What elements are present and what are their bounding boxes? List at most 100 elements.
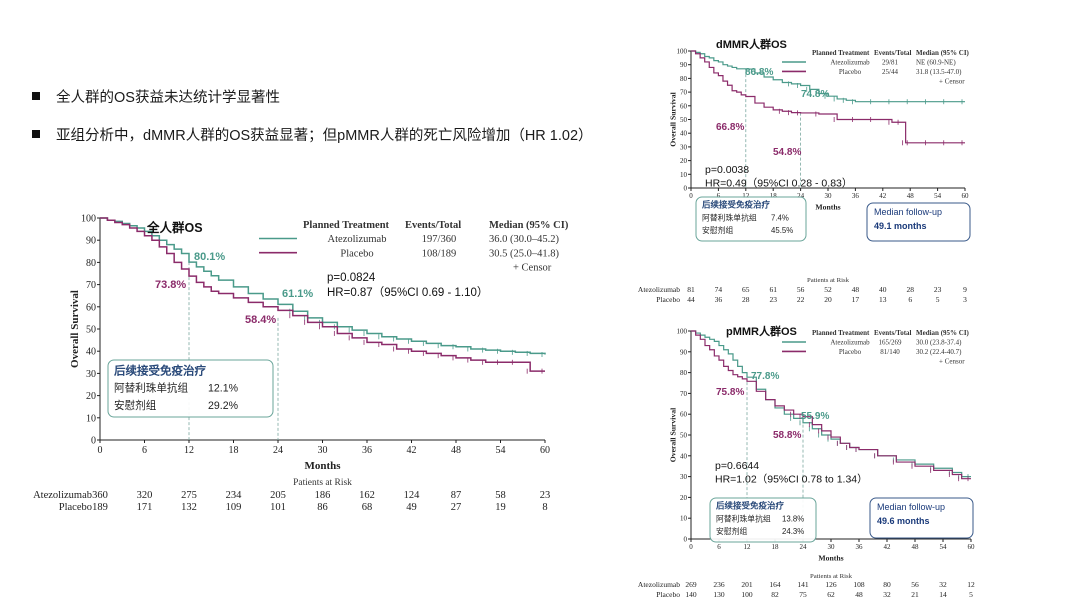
p-value-text: p=0.0824: [327, 272, 376, 284]
legend-events-total: 81/140: [880, 348, 900, 356]
bullet-square-icon: [32, 130, 40, 138]
risk-count-atezolizumab: 164: [769, 580, 781, 589]
y-tick-label: 70: [86, 280, 96, 291]
risk-count-placebo: 13: [879, 295, 887, 304]
legend-median: 36.0 (30.0–45.2): [489, 234, 559, 245]
x-tick-label: 42: [407, 445, 417, 456]
y-tick-label: 100: [677, 47, 688, 55]
x-tick-label: 6: [717, 192, 721, 200]
legend-events-total: 25/44: [882, 68, 898, 76]
risk-table-title: Patients at Risk: [293, 478, 352, 488]
legend-header-events: Events/Total: [405, 220, 461, 231]
risk-table-title: Patients at Risk: [810, 573, 853, 580]
risk-count-atezolizumab: 23: [540, 490, 551, 501]
x-axis-label: Months: [815, 203, 840, 212]
legend-events-total: 165/269: [879, 338, 902, 346]
label-placebo-12m: 73.8%: [155, 279, 186, 291]
legend-censor: + Censor: [939, 77, 965, 85]
risk-row-label: Placebo: [59, 502, 92, 513]
finding-text: 亚组分析中，dMMR人群的OS获益显著；但pMMR人群的死亡风险增加（HR 1.…: [56, 127, 593, 144]
x-tick-label: 6: [717, 543, 721, 551]
y-tick-label: 30: [680, 473, 688, 481]
x-tick-label: 42: [879, 192, 887, 200]
p-value-text: p=0.6644: [715, 460, 759, 472]
x-tick-label: 48: [912, 543, 920, 551]
label-placebo-24m: 58.8%: [773, 430, 801, 441]
subsequent-group-value: 24.3%: [782, 527, 804, 536]
x-tick-label: 54: [496, 445, 506, 456]
legend-median: 30.5 (25.0–41.8): [489, 248, 559, 259]
risk-count-atezolizumab: 275: [181, 490, 197, 501]
survival-curve-atezolizumab: [100, 217, 546, 355]
risk-count-atezolizumab: 61: [769, 285, 777, 294]
x-tick-label: 48: [907, 192, 915, 200]
legend-events-total: 108/189: [422, 248, 456, 259]
y-tick-label: 0: [684, 535, 688, 543]
risk-count-atezolizumab: 124: [404, 490, 421, 501]
y-tick-label: 50: [86, 325, 96, 336]
y-tick-label: 60: [680, 102, 688, 110]
x-tick-label: 12: [184, 445, 194, 456]
finding-item: 全人群的OS获益未达统计学显著性: [32, 86, 593, 106]
risk-row-label: Atezolizumab: [33, 490, 92, 501]
y-tick-label: 80: [680, 75, 688, 83]
x-tick-label: 54: [934, 192, 942, 200]
survival-curve-placebo: [691, 330, 971, 480]
y-tick-label: 90: [680, 348, 688, 356]
y-axis-label: Overall Survival: [69, 290, 81, 368]
y-tick-label: 30: [86, 369, 96, 380]
legend-header-median: Median (95% CI): [916, 329, 970, 337]
label-atezo-24m: 61.1%: [282, 288, 313, 300]
chart-title: 全人群OS: [146, 220, 203, 235]
risk-count-atezolizumab: 201: [741, 580, 753, 589]
y-tick-label: 60: [86, 302, 96, 313]
legend-header-median: Median (95% CI): [916, 49, 970, 57]
legend-censor: + Censor: [939, 357, 965, 365]
x-axis-label: Months: [818, 554, 843, 563]
risk-count-atezolizumab: 234: [226, 490, 243, 501]
risk-count-placebo: 14: [939, 590, 947, 599]
label-atezo-12m: 77.8%: [751, 371, 779, 382]
survival-curve-atezolizumab: [691, 50, 965, 103]
risk-count-placebo: 6: [908, 295, 912, 304]
hazard-ratio-text: HR=0.49（95%CI 0.28 - 0.83）: [705, 178, 852, 190]
risk-count-placebo: 8: [542, 502, 547, 513]
risk-count-placebo: 109: [226, 502, 242, 513]
x-tick-label: 24: [800, 543, 808, 551]
x-tick-label: 30: [825, 192, 833, 200]
subsequent-group-value: 12.1%: [208, 383, 239, 395]
y-tick-label: 40: [680, 452, 688, 460]
risk-count-atezolizumab: 56: [797, 285, 805, 294]
x-tick-label: 0: [689, 192, 693, 200]
risk-count-placebo: 101: [270, 502, 286, 513]
x-tick-label: 24: [797, 192, 805, 200]
y-tick-label: 80: [680, 369, 688, 377]
x-tick-label: 6: [142, 445, 147, 456]
risk-count-placebo: 140: [685, 590, 697, 599]
risk-count-atezolizumab: 23: [934, 285, 942, 294]
legend-events-total: 29/81: [882, 58, 898, 66]
subsequent-therapy-box: [107, 359, 274, 418]
risk-count-atezolizumab: 236: [713, 580, 725, 589]
legend-censor: + Censor: [513, 263, 552, 274]
followup-value: 49.1 months: [874, 221, 927, 231]
risk-row-label: Placebo: [656, 590, 680, 599]
x-tick-label: 0: [689, 543, 693, 551]
risk-count-atezolizumab: 52: [824, 285, 832, 294]
legend-header-treatment: Planned Treatment: [303, 220, 390, 231]
key-findings-list: 全人群的OS获益未达统计学显著性 亚组分析中，dMMR人群的OS获益显著；但pM…: [32, 86, 593, 162]
label-placebo-12m: 66.8%: [716, 122, 744, 133]
risk-count-atezolizumab: 81: [687, 285, 695, 294]
y-tick-label: 90: [680, 61, 688, 69]
y-tick-label: 100: [677, 327, 688, 335]
risk-count-atezolizumab: 48: [852, 285, 860, 294]
y-tick-label: 20: [680, 157, 688, 165]
legend-median: 30.2 (22.4-40.7): [916, 348, 962, 356]
subsequent-therapy-box: [709, 497, 817, 543]
x-axis-label: Months: [304, 460, 341, 472]
x-tick-label: 36: [856, 543, 864, 551]
km-chart-all-population: 0 10 20 30 40 50 60 70 80 90 100 0 6 12 18 24 30 36 42 48 54…: [33, 214, 569, 514]
risk-count-atezolizumab: 360: [92, 490, 108, 501]
y-tick-label: 40: [86, 347, 96, 358]
